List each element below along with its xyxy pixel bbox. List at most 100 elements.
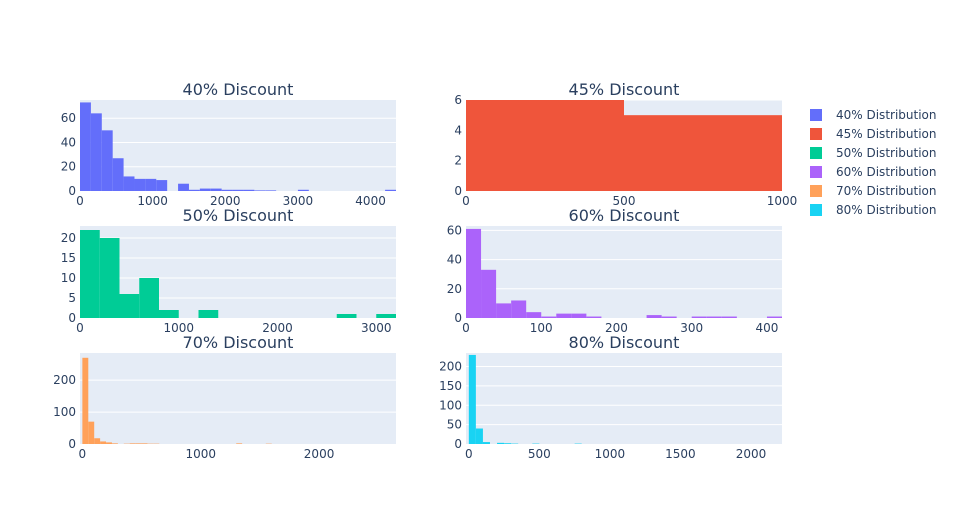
histogram-bar: [94, 438, 101, 444]
y-tick-label: 0: [454, 184, 462, 198]
histogram-bar: [691, 316, 707, 318]
histogram-bar: [336, 314, 357, 318]
histogram-bar: [198, 310, 219, 318]
y-tick-label: 0: [454, 311, 462, 325]
histogram-bar: [90, 113, 102, 191]
legend-item[interactable]: 40% Distribution: [810, 108, 937, 122]
subplot-title: 50% Discount: [183, 206, 294, 225]
y-tick-label: 2: [454, 154, 462, 168]
plot-area: [466, 353, 782, 444]
legend-item[interactable]: 60% Distribution: [810, 165, 937, 179]
legend-item[interactable]: 70% Distribution: [810, 184, 937, 198]
legend-item[interactable]: 45% Distribution: [810, 127, 937, 141]
y-tick-label: 60: [447, 223, 462, 237]
x-tick-label: 2000: [210, 194, 241, 208]
histogram-bar: [297, 189, 309, 191]
subplot-title: 70% Discount: [183, 333, 294, 352]
y-tick-label: 4: [454, 123, 462, 137]
x-tick-label: 4000: [355, 194, 386, 208]
histogram-bar: [646, 315, 662, 318]
histogram-bar: [466, 228, 482, 318]
histogram-bar: [556, 313, 572, 318]
x-tick-label: 1000: [595, 447, 626, 461]
y-tick-label: 10: [61, 271, 76, 285]
histogram-bar: [468, 354, 476, 444]
y-tick-label: 40: [61, 135, 76, 149]
y-tick-label: 0: [454, 437, 462, 451]
histogram-bar: [178, 183, 189, 191]
histogram-bar: [134, 178, 146, 191]
histogram-bar: [385, 189, 396, 191]
x-tick-label: 2000: [262, 321, 293, 335]
y-tick-label: 0: [68, 437, 76, 451]
histogram-bar: [80, 102, 91, 191]
histogram-bar: [88, 421, 95, 444]
legend-label: 50% Distribution: [836, 146, 937, 160]
histogram-bar: [188, 189, 200, 191]
x-tick-label: 3000: [283, 194, 314, 208]
x-tick-label: 300: [680, 321, 703, 335]
y-tick-label: 20: [447, 282, 462, 296]
plot-area: [80, 353, 396, 444]
x-tick-label: 0: [462, 321, 470, 335]
histogram-bar: [80, 230, 100, 318]
histogram-bar: [721, 316, 737, 318]
histogram-bar: [254, 190, 266, 191]
legend-item[interactable]: 50% Distribution: [810, 146, 937, 160]
histogram-bar: [156, 180, 168, 191]
histogram-bar: [482, 442, 490, 444]
histogram-bar: [526, 312, 542, 318]
histogram-bar: [236, 443, 243, 444]
histogram-bar: [624, 115, 782, 191]
y-tick-label: 20: [61, 160, 76, 174]
subplot-title: 40% Discount: [183, 80, 294, 99]
x-tick-label: 1000: [767, 194, 798, 208]
y-tick-label: 5: [68, 291, 76, 305]
histogram-bar: [210, 188, 222, 191]
x-tick-label: 0: [462, 194, 470, 208]
histogram-bar: [232, 189, 244, 191]
subplot-4: 0 20 40 60 0 100 200 300 400 60% Discount: [447, 206, 782, 335]
subplot-title: 80% Discount: [569, 333, 680, 352]
x-tick-label: 1000: [137, 194, 168, 208]
legend-swatch: [810, 128, 822, 140]
subplot-title: 45% Discount: [569, 80, 680, 99]
x-tick-label: 2000: [304, 447, 335, 461]
histogram-bar: [541, 316, 557, 318]
plot-area: [80, 100, 396, 191]
histogram-bar: [571, 313, 587, 318]
legend-label: 70% Distribution: [836, 184, 937, 198]
legend-swatch: [810, 147, 822, 159]
legend-item[interactable]: 80% Distribution: [810, 203, 937, 217]
legend-label: 45% Distribution: [836, 127, 937, 141]
histogram-bar: [82, 357, 89, 444]
subplot-2: 0 2 4 6 0 500 1000 45% Discount: [454, 80, 797, 208]
subplot-3: 0 5 10 15 20 0 1000 2000 3000 50% Discount: [61, 206, 396, 335]
y-tick-label: 0: [68, 184, 76, 198]
histogram-bar: [100, 441, 107, 444]
x-tick-label: 400: [755, 321, 778, 335]
histogram-bar: [475, 428, 483, 444]
x-tick-label: 100: [530, 321, 553, 335]
x-tick-label: 0: [79, 447, 87, 461]
histogram-bar: [129, 443, 136, 444]
histogram-bar: [159, 310, 179, 318]
x-tick-label: 200: [605, 321, 628, 335]
legend-swatch: [810, 109, 822, 121]
histogram-bar: [497, 442, 505, 444]
x-tick-label: 1000: [185, 447, 216, 461]
legend: 40% Distribution 45% Distribution 50% Dist…: [810, 108, 937, 217]
histogram-bar: [661, 316, 677, 318]
x-tick-label: 0: [76, 194, 84, 208]
histogram-bar: [119, 294, 140, 318]
x-tick-label: 2000: [736, 447, 767, 461]
legend-label: 60% Distribution: [836, 165, 937, 179]
y-tick-label: 100: [439, 398, 462, 412]
y-tick-label: 200: [53, 373, 76, 387]
x-tick-label: 500: [528, 447, 551, 461]
histogram-bar: [221, 189, 233, 191]
subplot-title: 60% Discount: [569, 206, 680, 225]
